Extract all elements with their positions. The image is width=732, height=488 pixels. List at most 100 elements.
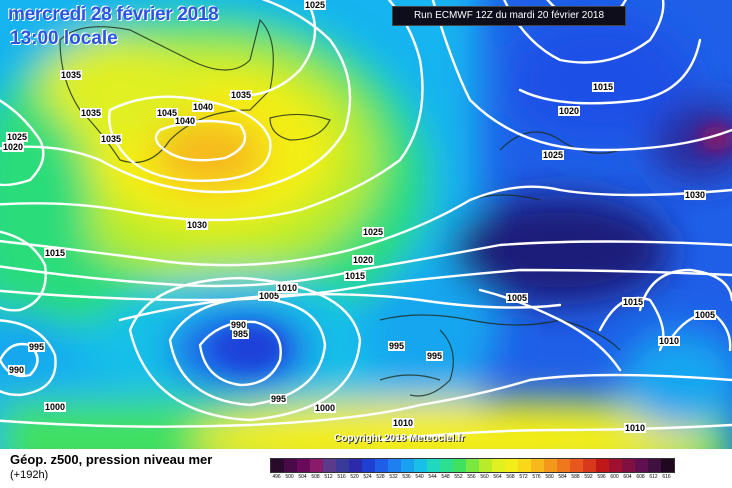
scale-label: 536 <box>402 474 411 480</box>
scale-label: 568 <box>506 474 515 480</box>
scale-label: 540 <box>415 474 424 480</box>
scale-swatch <box>375 459 388 472</box>
scale-swatch <box>661 459 674 472</box>
scale-swatch <box>596 459 609 472</box>
scale-swatch <box>609 459 622 472</box>
scale-swatch <box>622 459 635 472</box>
scale-label: 616 <box>662 474 671 480</box>
isobar-label: 1005 <box>258 291 281 301</box>
isobar-label: 1020 <box>2 142 25 152</box>
scale-swatch <box>648 459 661 472</box>
isobar-label: 1045 <box>156 108 179 118</box>
scale-label: 508 <box>311 474 320 480</box>
scale-label: 592 <box>584 474 593 480</box>
scale-label: 524 <box>363 474 372 480</box>
isobar-label: 1010 <box>658 336 681 346</box>
isobar-label: 1010 <box>392 418 415 428</box>
scale-swatch <box>440 459 453 472</box>
scale-label: 600 <box>610 474 619 480</box>
isobar-label: 1030 <box>186 220 209 230</box>
isobar-label: 1035 <box>100 134 123 144</box>
isobar-label: 1025 <box>6 132 29 142</box>
isobar-label: 1040 <box>174 116 197 126</box>
isobar-label: 985 <box>232 329 250 339</box>
isobar-label: 1020 <box>558 106 581 116</box>
scale-label: 560 <box>480 474 489 480</box>
scale-label: 576 <box>532 474 541 480</box>
isobar-label: 1015 <box>622 297 645 307</box>
isobar-label: 1015 <box>44 248 67 258</box>
scale-swatch <box>583 459 596 472</box>
isobar-label: 995 <box>388 341 406 351</box>
scale-swatch <box>297 459 310 472</box>
scale-swatch <box>570 459 583 472</box>
scale-label: 556 <box>467 474 476 480</box>
scale-label: 548 <box>441 474 450 480</box>
scale-swatch <box>505 459 518 472</box>
scale-swatch <box>427 459 440 472</box>
scale-label: 604 <box>623 474 632 480</box>
scale-swatch <box>284 459 297 472</box>
scale-label: 552 <box>454 474 463 480</box>
scale-label: 572 <box>519 474 528 480</box>
scale-swatch <box>310 459 323 472</box>
isobar-label: 995 <box>426 351 444 361</box>
scale-label: 496 <box>272 474 281 480</box>
scale-swatch <box>323 459 336 472</box>
scale-label: 532 <box>389 474 398 480</box>
scale-label: 564 <box>493 474 502 480</box>
scale-swatch <box>479 459 492 472</box>
scale-swatch <box>401 459 414 472</box>
isobar-label: 995 <box>28 342 46 352</box>
isobar-label: 1035 <box>80 108 103 118</box>
scale-label: 588 <box>571 474 580 480</box>
isobar-label: 1025 <box>362 227 385 237</box>
scale-label: 516 <box>337 474 346 480</box>
scale-swatch <box>557 459 570 472</box>
scale-label: 520 <box>350 474 359 480</box>
isobar-label: 1035 <box>60 70 83 80</box>
scale-swatch <box>453 459 466 472</box>
map-footer: Géop. z500, pression niveau mer (+192h) … <box>0 449 732 488</box>
map-parameter-title: Géop. z500, pression niveau mer <box>10 452 213 467</box>
isobar-label: 1040 <box>192 102 215 112</box>
isobar-label: 1000 <box>314 403 337 413</box>
scale-swatch <box>531 459 544 472</box>
scale-label: 504 <box>298 474 307 480</box>
isobar-label: 1015 <box>344 271 367 281</box>
isobar-label: 1015 <box>592 82 615 92</box>
scale-swatch <box>388 459 401 472</box>
isobar-label: 1025 <box>304 0 327 10</box>
scale-label: 580 <box>545 474 554 480</box>
scale-swatch <box>336 459 349 472</box>
scale-swatch <box>362 459 375 472</box>
geopotential-field <box>0 0 732 449</box>
map-date-title: mercredi 28 février 2018 <box>8 4 219 25</box>
scale-swatch <box>492 459 505 472</box>
color-scale <box>270 458 675 473</box>
forecast-step: (+192h) <box>10 469 49 481</box>
scale-label: 528 <box>376 474 385 480</box>
scale-swatch <box>349 459 362 472</box>
scale-swatch <box>271 459 284 472</box>
isobar-label: 995 <box>270 394 288 404</box>
scale-swatch <box>466 459 479 472</box>
weather-map: mercredi 28 février 2018 13:00 locale Ru… <box>0 0 732 449</box>
map-local-time: 13:00 locale <box>10 28 118 49</box>
isobar-label: 1000 <box>44 402 67 412</box>
scale-swatch <box>414 459 427 472</box>
copyright-notice: Copyright 2018 Meteociel.fr <box>334 433 465 444</box>
isobar-label: 990 <box>230 320 248 330</box>
isobar-label: 990 <box>8 365 26 375</box>
isobar-label: 1005 <box>694 310 717 320</box>
scale-label: 596 <box>597 474 606 480</box>
isobar-label: 1020 <box>352 255 375 265</box>
isobar-label: 1030 <box>684 190 707 200</box>
scale-swatch <box>518 459 531 472</box>
scale-label: 544 <box>428 474 437 480</box>
scale-label: 500 <box>285 474 294 480</box>
isobar-label: 1010 <box>276 283 299 293</box>
isobar-label: 1035 <box>230 90 253 100</box>
scale-swatch <box>635 459 648 472</box>
color-scale-labels: 496 500 504 508 512 516 520 524 528 532 536 540 544 5… <box>270 474 673 480</box>
